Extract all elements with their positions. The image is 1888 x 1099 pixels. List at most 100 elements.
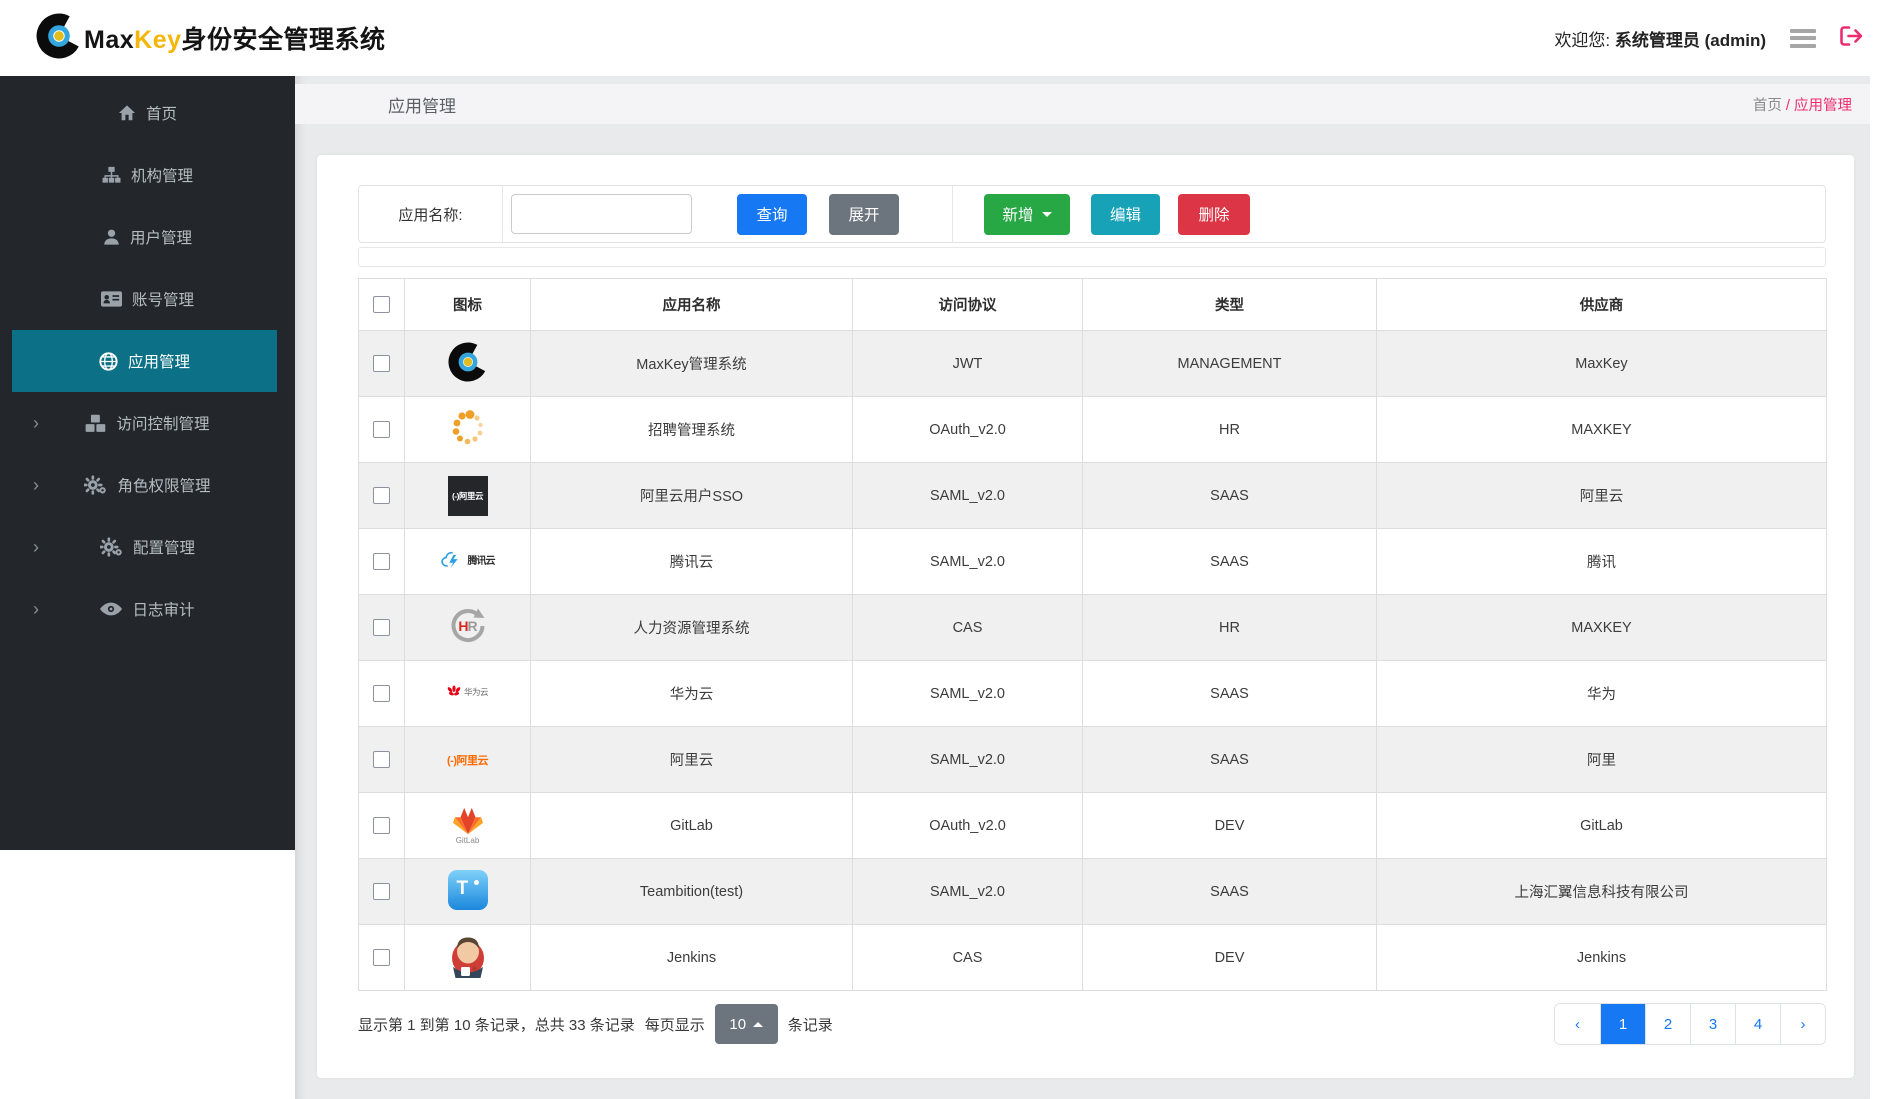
row-checkbox[interactable] <box>373 553 390 570</box>
app-name-cell: Jenkins <box>530 924 853 991</box>
row-checkbox[interactable] <box>373 355 390 372</box>
row-checkbox[interactable] <box>373 751 390 768</box>
top-header: MaxKey身份安全管理系统 欢迎您: 系统管理员 (admin) <box>0 0 1888 76</box>
brand-title: MaxKey身份安全管理系统 <box>84 20 386 56</box>
page-button[interactable]: 2 <box>1645 1004 1690 1044</box>
app-name-cell: 腾讯云 <box>530 528 853 595</box>
sidebar-item-user[interactable]: › 用户管理 <box>0 206 295 268</box>
vendor-cell: MAXKEY <box>1376 594 1827 661</box>
type-cell: HR <box>1082 594 1377 661</box>
vendor-cell: 上海汇翼信息科技有限公司 <box>1376 858 1827 925</box>
content-card: 应用名称: 查询 展开 新增 编辑 删除 图标 应用名称 访问协议 <box>317 155 1854 1078</box>
sidebar-item-org-sitemap[interactable]: › 机构管理 <box>0 144 295 206</box>
per-page-suffix: 条记录 <box>787 1016 833 1034</box>
sidebar-item-label: 首页 <box>145 106 177 123</box>
type-cell: SAAS <box>1082 660 1377 727</box>
table-header-row: 图标 应用名称 访问协议 类型 供应商 <box>358 278 1827 331</box>
log-eye-icon <box>100 602 123 616</box>
chevron-right-icon: › <box>33 475 39 495</box>
table-row[interactable]: HR 人力资源管理系统 CAS HR MAXKEY <box>358 594 1827 661</box>
tencent-cloud-logo: 腾讯云 <box>440 550 496 570</box>
table-row[interactable]: 腾讯云 腾讯云 SAML_v2.0 SAAS 腾讯 <box>358 528 1827 595</box>
select-all-checkbox[interactable] <box>373 296 390 313</box>
pager: ‹ 1 2 3 4 › <box>1554 1003 1826 1045</box>
table-row[interactable]: MaxKey管理系统 JWT MANAGEMENT MaxKey <box>358 330 1827 397</box>
page-button[interactable]: ‹ <box>1555 1004 1600 1044</box>
row-checkbox[interactable] <box>373 421 390 438</box>
type-cell: HR <box>1082 396 1377 463</box>
breadcrumb-home[interactable]: 首页 <box>1752 97 1782 114</box>
page-title: 应用管理 <box>388 96 456 116</box>
welcome-prefix: 欢迎您: <box>1554 30 1615 50</box>
sidebar-item-app-globe[interactable]: › 应用管理 <box>12 330 277 392</box>
sidebar-nav: › 首页 › 机构管理 › 用户管理 › 账号管理 › 应用管理 › 访问控制管… <box>0 76 295 850</box>
aliyun-dark-logo: (-)阿里云 <box>447 475 488 516</box>
teambition-logo: T <box>447 869 488 910</box>
row-checkbox[interactable] <box>373 685 390 702</box>
sidebar-item-home[interactable]: › 首页 <box>0 82 295 144</box>
page-button[interactable]: › <box>1780 1004 1825 1044</box>
sidebar-item-label: 用户管理 <box>129 230 192 247</box>
menu-hamburger-icon[interactable] <box>1790 28 1816 48</box>
logout-icon[interactable] <box>1840 25 1863 51</box>
page-title-bar: 应用管理 首页 / 应用管理 <box>295 84 1870 124</box>
chevron-right-icon: › <box>33 599 39 619</box>
per-page-label: 每页显示 <box>644 1016 705 1034</box>
page-size-dropdown[interactable]: 10 <box>714 1004 778 1044</box>
sidebar-item-account-card[interactable]: › 账号管理 <box>0 268 295 330</box>
brand-suffix: 身份安全管理系统 <box>181 26 386 54</box>
aliyun-orange-logo: (-)阿里云 <box>447 754 489 767</box>
protocol-cell: OAuth_v2.0 <box>852 396 1083 463</box>
sidebar-item-role-gears[interactable]: › 角色权限管理 <box>0 454 295 516</box>
protocol-cell: CAS <box>852 594 1083 661</box>
sidebar-item-log-eye[interactable]: › 日志审计 <box>0 578 295 640</box>
add-button[interactable]: 新增 <box>984 193 1070 235</box>
sidebar-item-config-gears[interactable]: › 配置管理 <box>0 516 295 578</box>
query-button[interactable]: 查询 <box>737 193 807 235</box>
protocol-cell: SAML_v2.0 <box>852 462 1083 529</box>
row-checkbox[interactable] <box>373 487 390 504</box>
table-row[interactable]: T Teambition(test) SAML_v2.0 SAAS 上海汇翼信息… <box>358 858 1827 925</box>
org-sitemap-icon <box>102 166 121 184</box>
type-cell: SAAS <box>1082 462 1377 529</box>
maxkey-logo <box>448 342 488 382</box>
page-button[interactable]: 3 <box>1690 1004 1735 1044</box>
chevron-right-icon: › <box>33 537 39 557</box>
row-checkbox[interactable] <box>373 883 390 900</box>
table-row[interactable]: (-)阿里云 阿里云 SAML_v2.0 SAAS 阿里 <box>358 726 1827 793</box>
protocol-cell: SAML_v2.0 <box>852 726 1083 793</box>
user-icon <box>103 228 120 246</box>
sidebar-item-access-cubes[interactable]: › 访问控制管理 <box>0 392 295 454</box>
type-cell: MANAGEMENT <box>1082 330 1377 397</box>
app-name-input[interactable] <box>511 194 692 234</box>
row-checkbox[interactable] <box>373 619 390 636</box>
page-button[interactable]: 4 <box>1735 1004 1780 1044</box>
app-globe-icon <box>99 351 118 371</box>
vendor-cell: GitLab <box>1376 792 1827 859</box>
welcome-user: 系统管理员 (admin) <box>1614 30 1766 50</box>
type-cell: DEV <box>1082 924 1377 991</box>
table-row[interactable]: Jenkins CAS DEV Jenkins <box>358 924 1827 991</box>
gitlab-logo: GitLab <box>451 806 485 845</box>
edit-button[interactable]: 编辑 <box>1091 193 1160 235</box>
table-row[interactable]: 华为云 华为云 SAML_v2.0 SAAS 华为 <box>358 660 1827 727</box>
table-row[interactable]: GitLab GitLab OAuth_v2.0 DEV GitLab <box>358 792 1827 859</box>
delete-button[interactable]: 删除 <box>1178 193 1250 235</box>
row-checkbox[interactable] <box>373 817 390 834</box>
app-name-cell: Teambition(test) <box>530 858 853 925</box>
expand-button[interactable]: 展开 <box>829 193 899 235</box>
sidebar-item-label: 日志审计 <box>132 602 195 619</box>
welcome-text: 欢迎您: 系统管理员 (admin) <box>1554 26 1766 51</box>
breadcrumb-separator: / <box>1781 97 1794 114</box>
config-gears-icon <box>99 537 123 557</box>
app-name-cell: 华为云 <box>530 660 853 727</box>
brand: MaxKey身份安全管理系统 <box>36 13 386 64</box>
table-row[interactable]: (-)阿里云 阿里云用户SSO SAML_v2.0 SAAS 阿里云 <box>358 462 1827 529</box>
sidebar-item-label: 角色权限管理 <box>117 478 211 495</box>
table-row[interactable]: 招聘管理系统 OAuth_v2.0 HR MAXKEY <box>358 396 1827 463</box>
hr-logo: HR <box>448 606 488 646</box>
page-button-active[interactable]: 1 <box>1600 1004 1645 1044</box>
protocol-cell: SAML_v2.0 <box>852 858 1083 925</box>
row-checkbox[interactable] <box>373 949 390 966</box>
protocol-cell: JWT <box>852 330 1083 397</box>
